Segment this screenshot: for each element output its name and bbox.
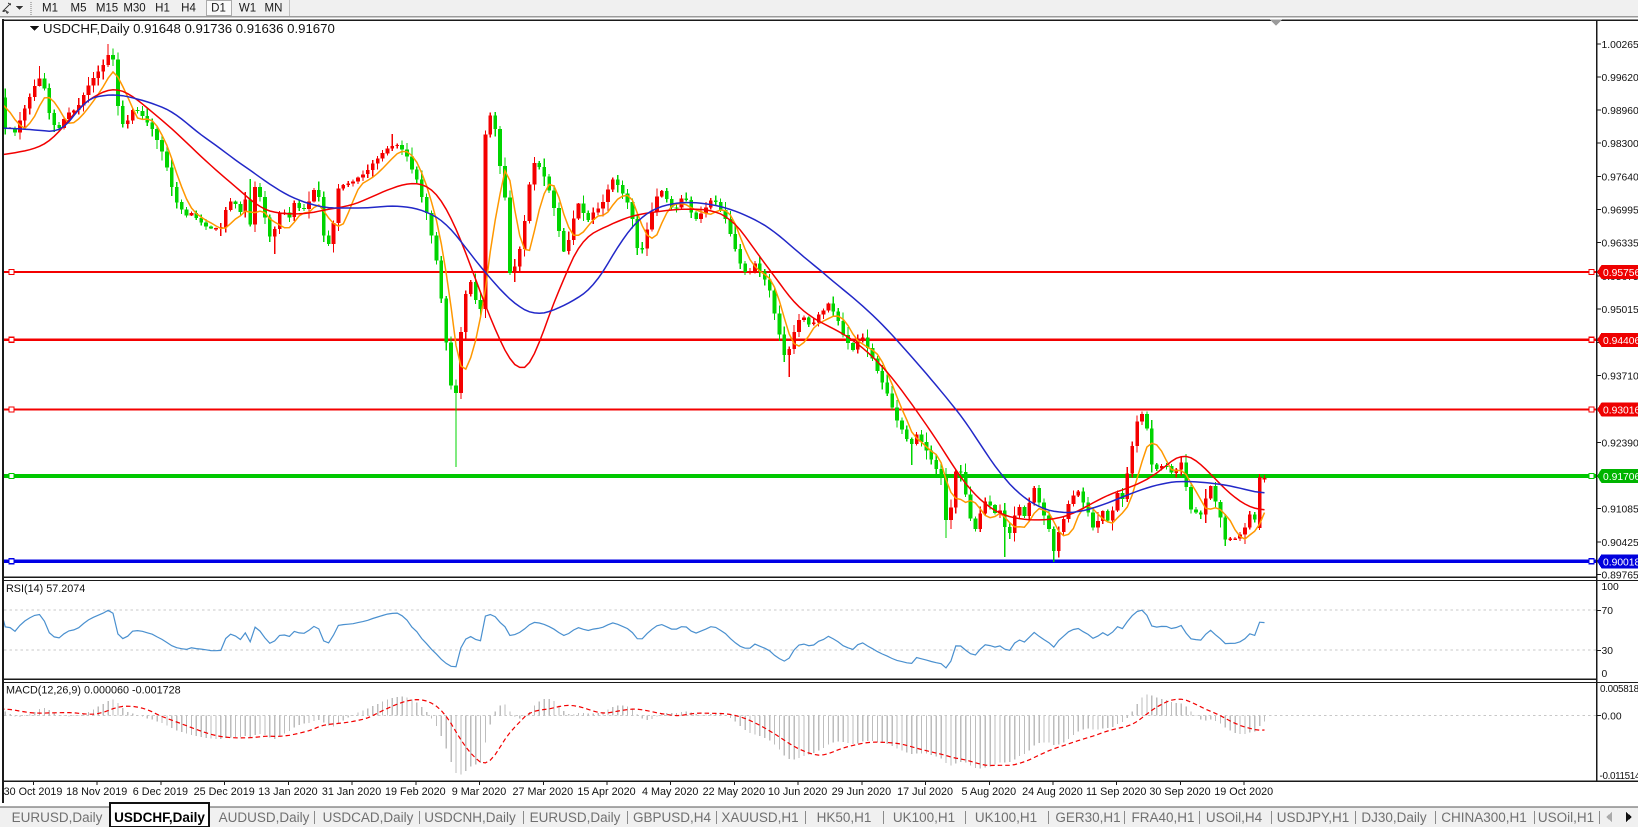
- svg-text:0.91085: 0.91085: [1602, 505, 1638, 516]
- svg-text:GER30,H1: GER30,H1: [1055, 810, 1120, 825]
- svg-text:0.98960: 0.98960: [1602, 106, 1638, 117]
- svg-text:0.95015: 0.95015: [1602, 305, 1638, 316]
- svg-text:-0.011514: -0.011514: [1600, 771, 1638, 782]
- svg-text:USDJPY,H1: USDJPY,H1: [1277, 810, 1350, 825]
- svg-text:0.91706: 0.91706: [1603, 472, 1638, 483]
- svg-text:FRA40,H1: FRA40,H1: [1131, 810, 1194, 825]
- svg-text:EURUSD,Daily: EURUSD,Daily: [530, 810, 621, 825]
- svg-text:0.00: 0.00: [1602, 712, 1622, 723]
- svg-text:0.97640: 0.97640: [1602, 173, 1638, 184]
- svg-text:29 Jun 2020: 29 Jun 2020: [832, 786, 891, 798]
- svg-text:0.005818: 0.005818: [1600, 684, 1638, 695]
- svg-text:UK100,H1: UK100,H1: [893, 810, 955, 825]
- svg-text:GBPUSD,H4: GBPUSD,H4: [633, 810, 712, 825]
- svg-text:RSI(14) 57.2074: RSI(14) 57.2074: [6, 583, 85, 595]
- svg-text:AUDUSD,Daily: AUDUSD,Daily: [219, 810, 310, 825]
- svg-text:5 Aug 2020: 5 Aug 2020: [961, 786, 1016, 798]
- svg-text:27 Mar 2020: 27 Mar 2020: [512, 786, 573, 798]
- svg-text:100: 100: [1602, 582, 1619, 593]
- svg-text:M5: M5: [71, 3, 87, 15]
- svg-text:M30: M30: [123, 3, 145, 15]
- svg-text:0.94406: 0.94406: [1603, 336, 1638, 347]
- svg-text:USOil,H4: USOil,H4: [1206, 810, 1263, 825]
- svg-text:USDCHF,Daily 0.91648 0.91736: USDCHF,Daily 0.91648 0.91736 0.91636 0.9…: [43, 21, 335, 36]
- svg-text:19 Oct 2020: 19 Oct 2020: [1214, 786, 1273, 798]
- svg-text:USOil,H1: USOil,H1: [1538, 810, 1594, 825]
- svg-text:25 Dec 2019: 25 Dec 2019: [194, 786, 255, 798]
- svg-text:0: 0: [1602, 669, 1608, 680]
- svg-text:19 Feb 2020: 19 Feb 2020: [385, 786, 446, 798]
- svg-text:18 Nov 2019: 18 Nov 2019: [66, 786, 127, 798]
- svg-text:31 Jan 2020: 31 Jan 2020: [322, 786, 381, 798]
- svg-text:30: 30: [1602, 646, 1614, 657]
- svg-text:H4: H4: [181, 3, 196, 15]
- svg-text:H1: H1: [155, 3, 170, 15]
- svg-text:4 May 2020: 4 May 2020: [642, 786, 698, 798]
- svg-text:EURUSD,Daily: EURUSD,Daily: [12, 810, 103, 825]
- svg-text:0.96995: 0.96995: [1602, 206, 1638, 217]
- svg-text:M1: M1: [42, 3, 58, 15]
- svg-text:1.00265: 1.00265: [1602, 40, 1638, 51]
- svg-text:11 Sep 2020: 11 Sep 2020: [1086, 786, 1146, 798]
- svg-text:UK100,H1: UK100,H1: [975, 810, 1037, 825]
- svg-text:0.92390: 0.92390: [1602, 439, 1638, 450]
- svg-text:MACD(12,26,9) 0.000060 -0.0017: MACD(12,26,9) 0.000060 -0.001728: [6, 685, 181, 697]
- svg-text:17 Jul 2020: 17 Jul 2020: [897, 786, 953, 798]
- svg-text:M15: M15: [96, 3, 118, 15]
- svg-text:9 Mar 2020: 9 Mar 2020: [452, 786, 507, 798]
- svg-text:0.98300: 0.98300: [1602, 139, 1638, 150]
- svg-text:W1: W1: [239, 3, 256, 15]
- svg-text:HK50,H1: HK50,H1: [817, 810, 872, 825]
- svg-text:USDCHF,Daily: USDCHF,Daily: [114, 810, 205, 825]
- svg-text:XAUUSD,H1: XAUUSD,H1: [721, 810, 798, 825]
- svg-text:DJ30,Daily: DJ30,Daily: [1361, 810, 1427, 825]
- svg-text:MN: MN: [265, 3, 283, 15]
- svg-text:30 Sep 2020: 30 Sep 2020: [1149, 786, 1210, 798]
- svg-text:24 Aug 2020: 24 Aug 2020: [1022, 786, 1083, 798]
- svg-text:CHINA300,H1: CHINA300,H1: [1441, 810, 1527, 825]
- svg-text:70: 70: [1602, 606, 1614, 617]
- svg-text:0.95756: 0.95756: [1603, 268, 1638, 279]
- svg-text:0.89765: 0.89765: [1602, 571, 1638, 582]
- svg-text:22 May 2020: 22 May 2020: [703, 786, 765, 798]
- svg-text:0.90018: 0.90018: [1603, 557, 1638, 568]
- svg-text:D1: D1: [211, 3, 226, 15]
- svg-text:30 Oct 2019: 30 Oct 2019: [4, 786, 63, 798]
- svg-text:13 Jan 2020: 13 Jan 2020: [258, 786, 317, 798]
- svg-text:10 Jun 2020: 10 Jun 2020: [768, 786, 827, 798]
- svg-text:6 Dec 2019: 6 Dec 2019: [133, 786, 188, 798]
- svg-text:0.90425: 0.90425: [1602, 538, 1638, 549]
- svg-text:USDCAD,Daily: USDCAD,Daily: [323, 810, 414, 825]
- svg-text:0.96335: 0.96335: [1602, 239, 1638, 250]
- svg-text:15 Apr 2020: 15 Apr 2020: [577, 786, 635, 798]
- svg-text:0.93016: 0.93016: [1603, 406, 1638, 417]
- svg-text:0.99620: 0.99620: [1602, 73, 1638, 84]
- svg-text:USDCNH,Daily: USDCNH,Daily: [424, 810, 516, 825]
- svg-text:0.93710: 0.93710: [1602, 372, 1638, 383]
